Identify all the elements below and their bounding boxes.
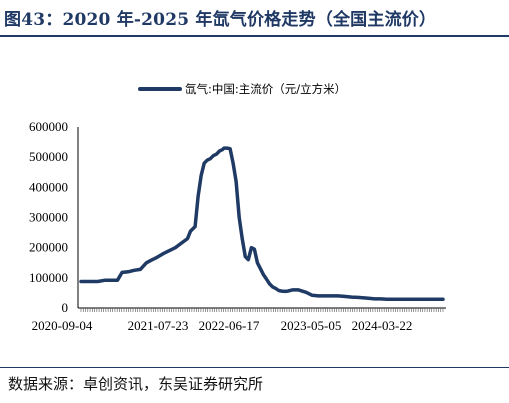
y-tick-label: 500000 bbox=[29, 149, 68, 164]
line-chart: 氙气:中国:主流价（元/立方米） 600000 500000 400000 30000… bbox=[29, 82, 446, 333]
y-tick-label: 400000 bbox=[29, 179, 68, 194]
title-divider bbox=[0, 35, 509, 37]
x-axis: 2020-09-04 2021-07-23 2022-06-17 2023-05-05… bbox=[32, 307, 446, 333]
y-tick-label: 0 bbox=[62, 300, 69, 315]
source-note: 数据来源：卓创资讯，东吴证券研究所 bbox=[8, 375, 264, 393]
y-axis: 600000 500000 400000 300000 200000 100000 0 bbox=[29, 119, 79, 315]
x-tick-label: 2023-05-05 bbox=[281, 318, 342, 333]
y-tick-label: 600000 bbox=[29, 119, 68, 134]
y-tick-label: 200000 bbox=[29, 240, 68, 255]
y-tick-label: 300000 bbox=[29, 210, 68, 225]
x-tick-label: 2022-06-17 bbox=[199, 318, 260, 333]
x-tick-label: 2021-07-23 bbox=[128, 318, 189, 333]
y-tick-label: 100000 bbox=[29, 270, 68, 285]
x-tick-label: 2024-03-22 bbox=[352, 318, 413, 333]
plot-area bbox=[79, 146, 445, 302]
x-tick-label: 2020-09-04 bbox=[32, 318, 93, 333]
footer-divider bbox=[0, 367, 509, 368]
chart-legend: 氙气:中国:主流价（元/立方米） bbox=[138, 82, 346, 96]
series-line bbox=[79, 146, 445, 302]
legend-label: 氙气:中国:主流价（元/立方米） bbox=[185, 82, 346, 96]
figure-title: 图43：2020 年-2025 年氙气价格走势（全国主流价） bbox=[4, 10, 437, 30]
